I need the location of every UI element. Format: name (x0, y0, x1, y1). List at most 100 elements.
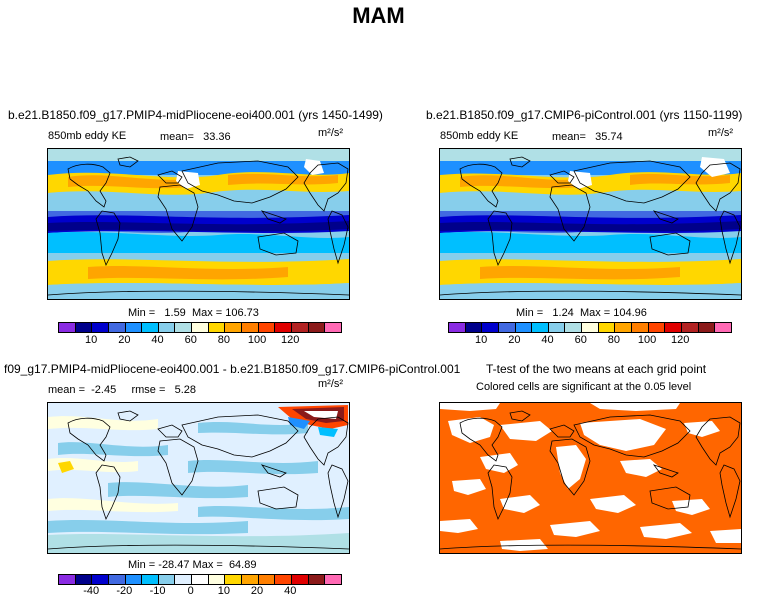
panel1-max-label: Max = (191, 307, 223, 319)
panel2-colorbar-tick-label: 100 (637, 334, 657, 346)
panel4-subtitle: Colored cells are significant at the 0.0… (476, 381, 692, 393)
panel1-colorbar-tick-label: 10 (85, 334, 98, 346)
panel1-map-svg (48, 149, 349, 299)
panel1-colorbar-swatch (208, 323, 226, 332)
panel1-colorbar-swatch (192, 323, 209, 332)
panel1-colorbar-swatch (125, 323, 143, 332)
panel3-min-value: -28.47 (158, 559, 190, 571)
panel2-colorbar-swatch (482, 323, 499, 332)
panel1-variable: 850mb eddy KE (48, 130, 127, 142)
panel2-colorbar-tick-label: 120 (671, 334, 690, 346)
panel2-colorbar-swatch (615, 323, 633, 332)
panel1-colorbar-ticks: 10 20 40 60 80 100 120 (58, 334, 340, 348)
panel3-colorbar-swatch (59, 575, 76, 584)
panel2-mean-value: 35.74 (595, 131, 623, 143)
panel2-colorbar-swatch (582, 323, 599, 332)
panel3-rmse-label: rmse = (131, 384, 166, 396)
panel1-colorbar-tick-label: 60 (184, 334, 197, 346)
panel1-map (47, 148, 350, 300)
panel1-colorbar-swatch (258, 323, 276, 332)
panel1-colorbar-swatch (225, 323, 243, 332)
panel2-variable: 850mb eddy KE (440, 130, 519, 142)
panel3-colorbar-swatch (242, 575, 259, 584)
panel1-max-value: 106.73 (225, 307, 259, 319)
panel3-colorbar-tick-label: -20 (116, 585, 133, 597)
panel1-mean-label: mean= (160, 131, 194, 143)
panel1-colorbar-swatch (75, 323, 93, 332)
panel1-colorbar-tick-label: 80 (217, 334, 230, 346)
panel2-colorbar-tick-label: 60 (574, 334, 587, 346)
panel3-units: m²/s² (318, 378, 344, 390)
panel2-minmax: Min = 1.24 Max = 104.96 (516, 307, 647, 319)
panel2-colorbar-ticks: 10 20 40 60 80 100 120 (448, 334, 730, 348)
panel2-colorbar-swatch (565, 323, 583, 332)
panel3-colorbar-tick-label: -40 (83, 585, 100, 597)
panel3-title: f09_g17.PMIP4-midPliocene-eoi400.001 - b… (4, 362, 461, 376)
panel3-colorbar-swatch (291, 575, 309, 584)
panel3-colorbar-swatch (108, 575, 126, 584)
panel1-units: m²/s² (318, 127, 344, 139)
panel2-colorbar-swatch (715, 323, 731, 332)
panel3-colorbar-swatch (225, 575, 243, 584)
panel1-colorbar-swatch (108, 323, 126, 332)
panel2-max-value: 104.96 (613, 307, 647, 319)
panel3-colorbar (58, 574, 342, 585)
panel1-colorbar-tick-label: 40 (151, 334, 164, 346)
panel2-colorbar-tick-label: 10 (475, 334, 488, 346)
panel3-colorbar-tick-label: -10 (149, 585, 166, 597)
panel3-colorbar-ticks: -40 -20 -10 0 10 20 40 (58, 585, 340, 599)
panel2-colorbar-swatch (515, 323, 533, 332)
panel1-colorbar-swatch (291, 323, 309, 332)
panel1-colorbar-swatch (242, 323, 259, 332)
panel1-colorbar-tick-label: 120 (281, 334, 300, 346)
panel2-colorbar-swatch (632, 323, 649, 332)
panel3-colorbar-tick-label: 0 (187, 585, 194, 597)
panel3-colorbar-swatch (92, 575, 109, 584)
panel3-stats: mean = -2.45 rmse = 5.28 (48, 384, 196, 396)
panel3-map-svg (48, 403, 349, 553)
panel1-title: b.e21.B1850.f09_g17.PMIP4-midPliocene-eo… (8, 108, 383, 122)
panel4-map (439, 402, 742, 554)
panel1-colorbar-swatch (142, 323, 159, 332)
panel2-map (439, 148, 742, 300)
panel3-colorbar-swatch (158, 575, 176, 584)
panel2-colorbar-swatch (465, 323, 483, 332)
panel3-colorbar-swatch (75, 575, 93, 584)
panel3-colorbar-tick-label: 20 (250, 585, 264, 597)
panel3-colorbar-tick-label: 40 (284, 585, 297, 597)
panel3-colorbar-swatch (125, 575, 143, 584)
panel1-colorbar-swatch (59, 323, 76, 332)
panel3-colorbar-swatch (275, 575, 292, 584)
panel3-colorbar-swatch (325, 575, 341, 584)
panel1-colorbar-swatch (92, 323, 109, 332)
panel3-minmax: Min = -28.47 Max = 64.89 (128, 559, 256, 571)
panel1-minmax: Min = 1.59 Max = 106.73 (128, 307, 259, 319)
panel2-title: b.e21.B1850.f09_g17.CMIP6-piControl.001 … (426, 108, 743, 122)
panel3-colorbar-swatch (258, 575, 276, 584)
panel2-colorbar (448, 322, 732, 333)
panel3-colorbar-swatch (192, 575, 209, 584)
panel2-units: m²/s² (708, 127, 734, 139)
panel3-mean-value: -2.45 (91, 384, 117, 396)
panel2-colorbar-tick-label: 20 (508, 334, 521, 346)
panel1-min-value: 1.59 (164, 307, 186, 319)
panel1-colorbar-swatch (158, 323, 176, 332)
panel2-mean-label: mean= (552, 131, 586, 143)
panel2-colorbar-swatch (548, 323, 566, 332)
panel2-min-label: Min = (516, 307, 544, 319)
panel1-colorbar (58, 322, 342, 333)
panel2-colorbar-swatch (681, 323, 699, 332)
panel2-colorbar-swatch (648, 323, 666, 332)
panel2-mean: mean= 35.74 (552, 131, 623, 143)
panel3-colorbar-swatch (142, 575, 159, 584)
panel3-rmse-value: 5.28 (174, 384, 197, 396)
panel2-map-svg (440, 149, 741, 299)
panel3-map (47, 402, 350, 554)
panel2-colorbar-swatch (532, 323, 549, 332)
panel1-colorbar-swatch (325, 323, 341, 332)
panel3-colorbar-swatch (175, 575, 193, 584)
panel1-mean-value: 33.36 (203, 131, 231, 143)
panel3-max-label: Max = (192, 559, 223, 571)
panel2-colorbar-swatch (598, 323, 616, 332)
panel1-colorbar-swatch (175, 323, 193, 332)
